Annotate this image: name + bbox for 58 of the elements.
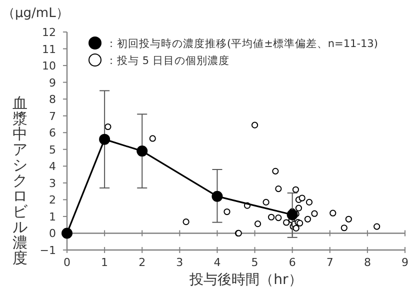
y-tick-label: 4 bbox=[49, 160, 56, 174]
point bbox=[268, 214, 275, 220]
x-tick-label: 5 bbox=[251, 256, 258, 269]
y-tick-label: 5 bbox=[49, 143, 56, 156]
x-tick-label: 4 bbox=[214, 256, 221, 269]
point bbox=[224, 208, 230, 216]
y-tick-label: 7 bbox=[49, 110, 56, 123]
point bbox=[286, 209, 298, 220]
y-tick-label: −1 bbox=[40, 244, 56, 257]
point bbox=[149, 135, 156, 142]
point bbox=[136, 146, 148, 157]
point bbox=[345, 216, 352, 222]
y-tick-label: 9 bbox=[49, 76, 56, 90]
x-tick-label: 0 bbox=[64, 256, 70, 269]
y-tick-label: 11 bbox=[42, 42, 56, 56]
point bbox=[295, 204, 302, 212]
point bbox=[298, 194, 306, 202]
point bbox=[62, 228, 72, 239]
x-tick-label: 6 bbox=[288, 256, 296, 269]
point bbox=[275, 214, 282, 222]
point bbox=[235, 230, 242, 237]
point bbox=[254, 220, 262, 228]
xlabel: 投与後時間（hr） bbox=[190, 272, 302, 288]
point bbox=[182, 218, 190, 226]
point bbox=[275, 185, 282, 192]
y-tick-label: 3 bbox=[49, 176, 56, 190]
y-tick-label: 10 bbox=[42, 60, 56, 73]
x-tick-label: 2 bbox=[138, 256, 146, 269]
y-tick-label: 12 bbox=[42, 26, 56, 39]
point bbox=[262, 198, 270, 206]
point bbox=[304, 216, 312, 222]
y-tick-label: 2 bbox=[49, 194, 56, 207]
x-tick-label: 7 bbox=[326, 256, 334, 269]
point bbox=[272, 168, 279, 174]
legend-label: ：投与 5 日目の個別濃度 bbox=[106, 54, 230, 67]
point bbox=[251, 122, 258, 128]
x-tick-label: 9 bbox=[402, 256, 408, 269]
annotation: （μg/mL） bbox=[2, 6, 69, 21]
point bbox=[311, 210, 318, 217]
y-tick-label: 6 bbox=[49, 126, 56, 140]
y-tick-label: 1 bbox=[49, 210, 56, 224]
point bbox=[292, 224, 300, 232]
ylabel: 血漿中アシクロビル濃度 bbox=[12, 94, 28, 267]
legend-label: ：初回投与時の濃度推移(平均値±標準偏差、n=11-13) bbox=[106, 37, 378, 50]
point bbox=[292, 186, 300, 193]
x-tick-label: 1 bbox=[101, 256, 108, 269]
y-tick-label: 8 bbox=[49, 93, 56, 106]
point bbox=[330, 210, 336, 216]
point bbox=[104, 123, 112, 130]
point bbox=[283, 219, 290, 226]
y-tick-label: 0 bbox=[49, 227, 56, 240]
point bbox=[99, 134, 110, 145]
point bbox=[374, 223, 380, 230]
point bbox=[306, 198, 313, 206]
x-tick-label: 3 bbox=[176, 256, 184, 269]
point bbox=[340, 224, 348, 232]
x-tick-label: 8 bbox=[364, 256, 371, 269]
point bbox=[212, 190, 223, 202]
